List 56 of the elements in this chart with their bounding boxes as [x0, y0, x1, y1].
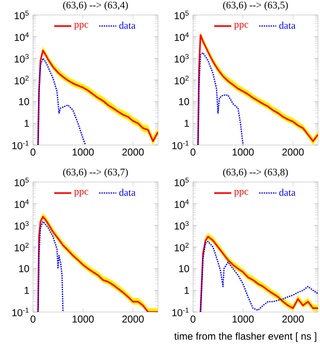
x-tick-label: 0 [30, 316, 36, 323]
y-tick-label: 10$^{-1}$ [172, 308, 189, 316]
x-axis-title: time from the flasher event [ ns ] [174, 332, 316, 342]
y-tick-label: 10$^{5}$ [14, 10, 29, 20]
y-tick-label: 10$^{2}$ [174, 242, 189, 252]
y-tick-label: 1 [24, 286, 29, 294]
x-tick-label: 2000 [282, 148, 304, 156]
y-tick-label: 10$^{5}$ [14, 178, 29, 186]
line-series [197, 52, 244, 145]
x-tick-label: 2000 [282, 316, 304, 323]
legend-label: ppc [74, 190, 88, 197]
y-tick-label: 1 [184, 286, 189, 294]
y-tick-label: 10$^{5}$ [174, 10, 189, 20]
y-tick-label: 10$^{4}$ [14, 32, 29, 41]
y-tick-label: 10$^{3}$ [14, 54, 29, 63]
line-series [37, 220, 64, 312]
chart-title: (63,6) --> (63,7) [63, 168, 128, 178]
y-tick-label: 10$^{2}$ [174, 76, 189, 84]
y-tick-label: 10 [19, 265, 30, 272]
y-tick-label: 10$^{-1}$ [12, 308, 29, 316]
y-tick-label: 10 [179, 98, 190, 106]
chart-title: (63,6) --> (63,5) [223, 1, 288, 10]
y-tick-label: 10$^{-1}$ [12, 140, 29, 150]
y-tick-label: 10$^{2}$ [14, 76, 29, 84]
x-tick-label: 2000 [122, 316, 144, 323]
y-tick-label: 10$^{3}$ [174, 221, 189, 230]
legend-label: data [279, 188, 296, 196]
y-tick-label: 10 [19, 98, 30, 106]
legend-label: data [119, 188, 136, 196]
y-tick-label: 10$^{5}$ [174, 178, 189, 186]
y-tick-label: 10$^{-1}$ [172, 140, 189, 150]
y-tick-label: 10$^{4}$ [174, 32, 189, 41]
y-tick-label: 1 [184, 120, 189, 127]
y-tick-label: 10 [179, 265, 190, 272]
x-tick-label: 1000 [232, 148, 254, 156]
legend-label: data [279, 22, 296, 29]
y-tick-label: 10$^{3}$ [174, 54, 189, 63]
x-tick-label: 0 [30, 148, 36, 156]
y-tick-label: 10$^{3}$ [14, 221, 29, 230]
chart-title: (63,6) --> (63,8) [223, 168, 288, 178]
x-tick-label: 1000 [72, 316, 94, 323]
legend-label: data [119, 22, 136, 29]
x-tick-label: 0 [190, 316, 196, 323]
chart-title: (63,6) --> (63,4) [63, 1, 128, 10]
x-tick-label: 0 [190, 148, 196, 156]
x-tick-label: 2000 [122, 148, 144, 156]
legend-label: ppc [234, 190, 248, 197]
x-tick-label: 1000 [72, 148, 94, 156]
x-tick-label: 1000 [232, 316, 254, 323]
y-tick-label: 1 [24, 120, 29, 127]
y-tick-label: 10$^{2}$ [14, 242, 29, 252]
legend-label: ppc [74, 22, 88, 30]
line-series [37, 58, 86, 145]
y-tick-label: 10$^{4}$ [174, 199, 189, 208]
y-tick-label: 10$^{4}$ [14, 199, 29, 208]
legend-label: ppc [234, 22, 248, 30]
